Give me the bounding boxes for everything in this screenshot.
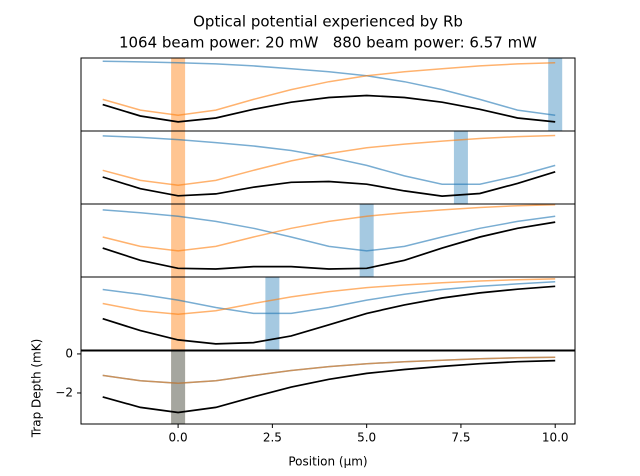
- potential-line: [102, 61, 556, 116]
- beam-880: [453, 131, 468, 204]
- x-tick-label: 0.0: [169, 431, 188, 445]
- potential-line: [102, 285, 556, 345]
- x-tick-label: 10.0: [542, 431, 569, 445]
- x-tick-label: 2.5: [263, 431, 282, 445]
- potential-line: [102, 209, 556, 252]
- x-tick-label: 5.0: [357, 431, 376, 445]
- beam-880: [171, 351, 186, 424]
- potential-line: [102, 134, 556, 187]
- x-tick-label: 7.5: [451, 431, 470, 445]
- potential-line: [102, 281, 556, 315]
- potential-line: [102, 221, 556, 270]
- beam-1064: [171, 131, 186, 204]
- beam-1064: [171, 204, 186, 277]
- beam-880: [359, 204, 374, 277]
- chart-subtitle: 1064 beam power: 20 mW 880 beam power: 6…: [119, 34, 537, 52]
- beam-880: [548, 58, 563, 131]
- potential-line: [102, 94, 556, 123]
- potential-line: [102, 203, 556, 252]
- potential-line: [102, 359, 556, 414]
- beam-1064: [171, 58, 186, 131]
- beam-1064: [171, 351, 186, 424]
- axes-frame: [80, 57, 576, 132]
- potential-line: [102, 170, 556, 197]
- y-tick-label: 0: [65, 346, 73, 360]
- y-axis-label: Trap Depth (mK): [30, 339, 44, 439]
- axes-frame: [80, 130, 576, 205]
- potential-line: [102, 60, 556, 116]
- potential-line: [102, 278, 556, 315]
- y-tick-label: −2: [55, 385, 73, 399]
- potential-line: [102, 135, 556, 185]
- axes-frame: [80, 350, 576, 425]
- x-axis-label: Position (μm): [288, 455, 367, 469]
- axes-frame: [80, 276, 576, 351]
- potential-line: [102, 356, 556, 384]
- axes-frame: [80, 203, 576, 278]
- chart-title: Optical potential experienced by Rb: [193, 13, 463, 31]
